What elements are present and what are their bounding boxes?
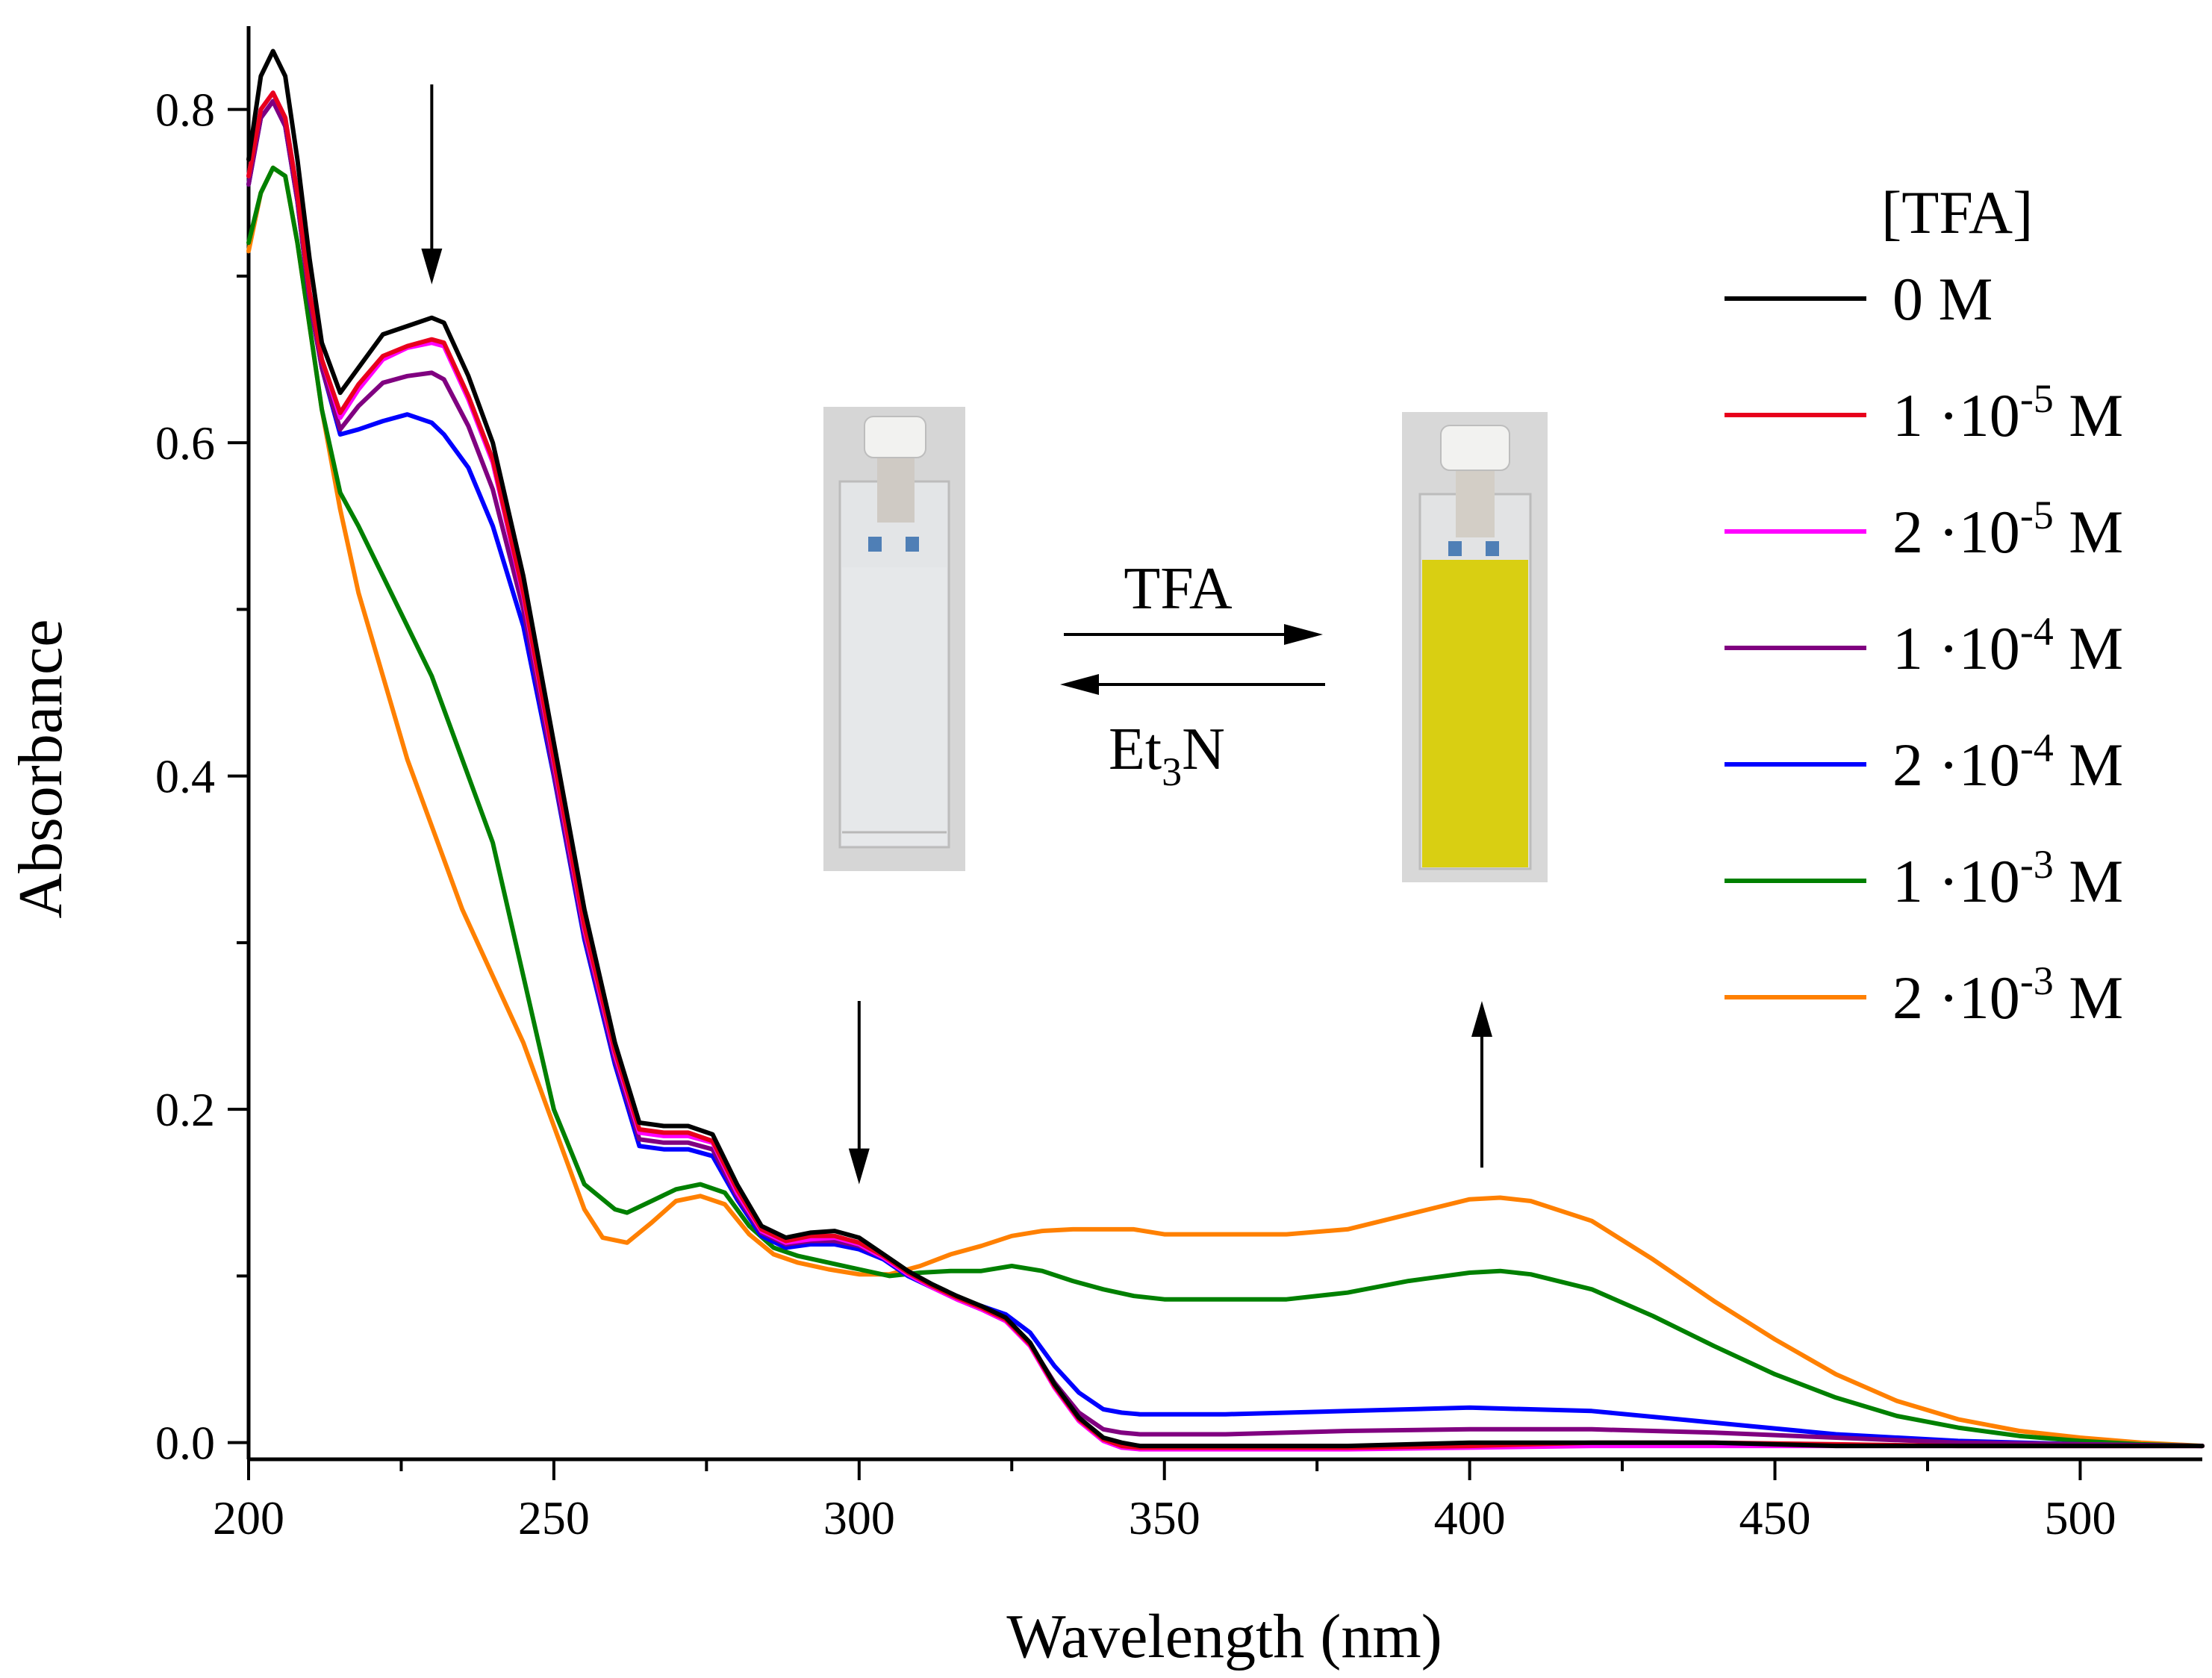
- series-line-7: [246, 165, 2205, 1449]
- reverse-arrowhead: [1060, 674, 1099, 695]
- legend-label-2: 1 ·10-5 M: [1892, 376, 2123, 449]
- x-tick-label: 450: [1739, 1491, 1811, 1544]
- legend-label-3: 2 ·10-5 M: [1892, 493, 2123, 566]
- legend-label-1: 0 M: [1892, 265, 1993, 333]
- legend: [TFA] 0 M 1 ·10-5 M 2 ·10-5 M 1 ·10-4 M 2 ·1…: [1725, 178, 2123, 1032]
- legend-label-4: 1 ·10-4 M: [1892, 609, 2123, 682]
- x-axis-title: Wavelength (nm): [1006, 1602, 1442, 1671]
- series-line-6: [246, 165, 2205, 1449]
- forward-arrowhead: [1284, 624, 1323, 645]
- y-axis-title: Absorbance: [6, 619, 75, 918]
- x-tick-label: 500: [2044, 1491, 2116, 1544]
- x-tick-label: 300: [823, 1491, 895, 1544]
- legend-label-6: 1 ·10-3 M: [1892, 842, 2123, 915]
- x-tick-label: 400: [1434, 1491, 1506, 1544]
- vial-left: [823, 407, 965, 871]
- y-tick-label: 0.0: [155, 1417, 215, 1470]
- legend-label-5: 2 ·10-4 M: [1892, 726, 2123, 799]
- x-tick-label: 250: [518, 1491, 590, 1544]
- legend-title: [TFA]: [1881, 178, 2033, 246]
- x-tick-label: 200: [213, 1491, 284, 1544]
- reaction-inset: TFA Et3N: [823, 407, 1548, 882]
- axes: [246, 26, 2202, 1462]
- y-ticks: 0.0 0.2 0.4 0.6 0.8: [155, 84, 249, 1470]
- reverse-label-tail: N: [1182, 717, 1225, 782]
- series-line-1: [246, 49, 2205, 1449]
- trend-arrowhead-3: [1471, 1001, 1492, 1038]
- reverse-label-sub: 3: [1162, 749, 1182, 794]
- x-ticks: 200 250 300 350 400 450 500: [213, 1459, 2116, 1544]
- y-tick-label: 0.2: [155, 1083, 215, 1136]
- x-tick-label: 350: [1129, 1491, 1200, 1544]
- trend-arrowhead-2: [848, 1148, 870, 1185]
- reverse-label: Et3N: [1109, 717, 1225, 794]
- vial-right: [1402, 412, 1548, 882]
- reverse-label-main: Et: [1109, 717, 1162, 782]
- series-line-5: [246, 99, 2205, 1449]
- series-layer: [246, 49, 2205, 1452]
- trend-arrowhead-1: [421, 249, 443, 285]
- y-tick-label: 0.4: [155, 750, 215, 803]
- y-tick-label: 0.8: [155, 84, 215, 137]
- legend-label-7: 2 ·10-3 M: [1892, 958, 2123, 1032]
- forward-label: TFA: [1124, 556, 1232, 622]
- arrow-layer: [421, 84, 1492, 1185]
- y-tick-label: 0.6: [155, 417, 215, 470]
